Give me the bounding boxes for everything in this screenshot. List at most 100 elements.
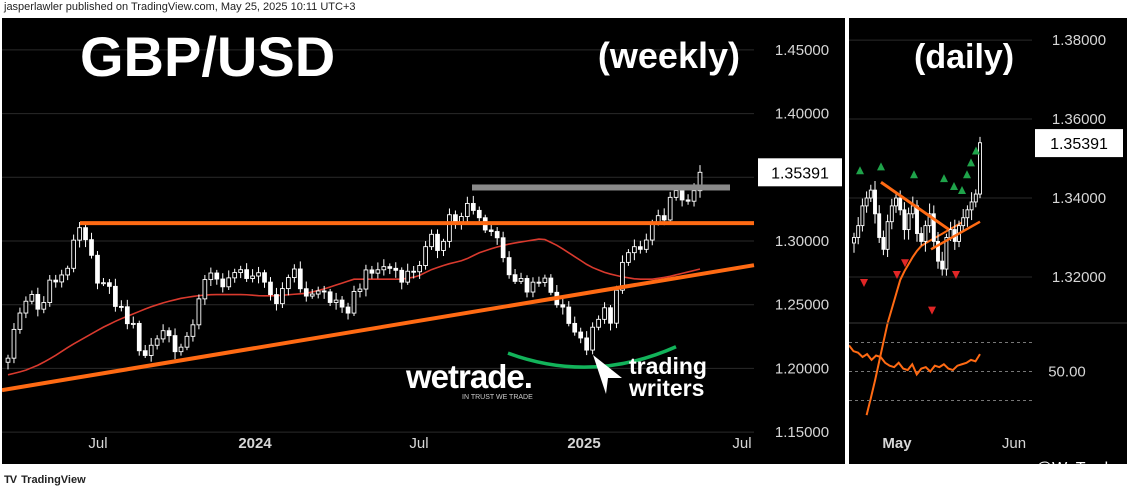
- weekly-chart-panel[interactable]: 1.450001.400001.350001.300001.250001.200…: [1, 18, 845, 464]
- weekly-last-price-label: 1.35391: [771, 165, 829, 182]
- daily-up-arrow: [877, 162, 885, 171]
- candle-body: [196, 298, 202, 326]
- candle-body: [697, 171, 703, 192]
- candle-body: [856, 225, 861, 238]
- candle-body: [889, 205, 894, 223]
- candle-body: [860, 205, 865, 227]
- candle-body: [315, 290, 321, 295]
- candle-body: [915, 205, 919, 234]
- candle-body: [411, 270, 417, 273]
- candle-body: [464, 203, 470, 217]
- candle-body: [154, 338, 160, 346]
- candle-body: [95, 254, 100, 284]
- candle-body: [643, 239, 649, 250]
- candle-body: [566, 306, 572, 324]
- candle-body: [969, 201, 974, 211]
- candle-body: [919, 233, 924, 242]
- weekly-last-price-tag: [758, 158, 842, 187]
- weekly-y-tick-label: 1.25000: [775, 297, 829, 314]
- daily-up-arrow: [967, 158, 975, 167]
- wetrade-tagline: IN TRUST WE TRADE: [462, 394, 533, 401]
- candle-body: [214, 272, 220, 280]
- candle-body: [47, 279, 53, 303]
- candle-body: [226, 277, 232, 288]
- candle-body: [881, 237, 886, 250]
- candle-body: [369, 269, 375, 274]
- weekly-chart[interactable]: 1.450001.400001.350001.300001.250001.200…: [1, 18, 845, 464]
- candle-body: [53, 279, 59, 283]
- candle-body: [11, 328, 17, 359]
- daily-up-arrow: [910, 170, 918, 179]
- daily-subtitle: (daily): [914, 38, 1014, 76]
- candle-body: [363, 269, 369, 290]
- candle-body: [327, 291, 333, 303]
- weekly-candles: [5, 165, 703, 370]
- candle-body: [250, 275, 255, 279]
- candle-body: [286, 277, 291, 290]
- candle-body: [877, 213, 882, 238]
- candle-body: [357, 288, 363, 292]
- daily-indicator-line: [848, 344, 981, 377]
- weekly-y-tick-label: 1.15000: [775, 424, 829, 441]
- candle-body: [280, 288, 285, 305]
- daily-down-arrow: [952, 271, 960, 280]
- candle-body: [399, 269, 405, 283]
- publisher-bar: jasperlawler published on TradingView.co…: [0, 0, 1127, 18]
- daily-candles: [852, 136, 982, 276]
- candle-body: [542, 277, 548, 283]
- candle-body: [868, 189, 873, 199]
- candle-body: [387, 266, 393, 269]
- candle-body: [220, 278, 226, 288]
- daily-down-arrow: [928, 306, 936, 315]
- candle-body: [518, 278, 524, 282]
- candle-body: [447, 214, 452, 242]
- daily-axis: 1.38000 1.36000 1.34000 1.32000 May Jun 1.3539…: [882, 32, 1123, 452]
- candle-body: [118, 305, 124, 308]
- candle-body: [333, 299, 339, 303]
- daily-chart-panel[interactable]: 50.00 1.38000 1.36000 1.34000 1.32000 May Jun…: [848, 18, 1127, 464]
- candle-body: [142, 350, 148, 356]
- wetrade-logo: wetrade.: [405, 358, 532, 395]
- candle-body: [351, 291, 357, 314]
- weekly-overlays: [1, 184, 755, 393]
- candle-body: [679, 190, 685, 201]
- candle-body: [632, 246, 637, 254]
- candle-body: [500, 237, 506, 259]
- weekly-rounding-bottom-arc: [507, 345, 677, 369]
- weekly-y-tick-label: 1.20000: [775, 360, 829, 377]
- daily-up-arrow: [963, 170, 971, 179]
- candle-body: [902, 209, 907, 231]
- candle-body: [148, 344, 154, 356]
- candle-body: [65, 267, 71, 276]
- candle-body: [852, 237, 856, 244]
- candle-body: [584, 337, 590, 351]
- candle-body: [864, 197, 869, 207]
- candle-body: [238, 269, 244, 274]
- candle-body: [256, 272, 261, 277]
- candle-body: [620, 261, 625, 291]
- candle-body: [488, 229, 494, 232]
- candle-body: [113, 285, 118, 307]
- candle-body: [339, 299, 345, 308]
- candle-body: [208, 272, 214, 281]
- candle-body: [898, 197, 903, 211]
- candle-body: [906, 213, 911, 231]
- logos: wetrade. IN TRUST WE TRADE trading write…: [405, 353, 707, 401]
- daily-triangle-upper: [880, 180, 950, 231]
- daily-last-price-label: 1.35391: [1050, 136, 1108, 153]
- candle-body: [476, 209, 482, 219]
- candle-body: [506, 257, 512, 276]
- daily-chart[interactable]: 50.00 1.38000 1.36000 1.34000 1.32000 May Jun…: [848, 18, 1127, 464]
- tw-logo-line1: trading: [629, 353, 707, 379]
- candle-body: [649, 222, 655, 241]
- candle-body: [572, 322, 578, 333]
- candle-body: [5, 357, 11, 363]
- candle-body: [596, 318, 601, 328]
- candle-body: [178, 346, 184, 353]
- candle-body: [608, 307, 613, 324]
- candle-body: [77, 227, 82, 241]
- candle-body: [405, 270, 411, 283]
- candle-body: [494, 231, 500, 239]
- candle-body: [202, 279, 208, 300]
- tw-logo-line2: writers: [628, 375, 704, 401]
